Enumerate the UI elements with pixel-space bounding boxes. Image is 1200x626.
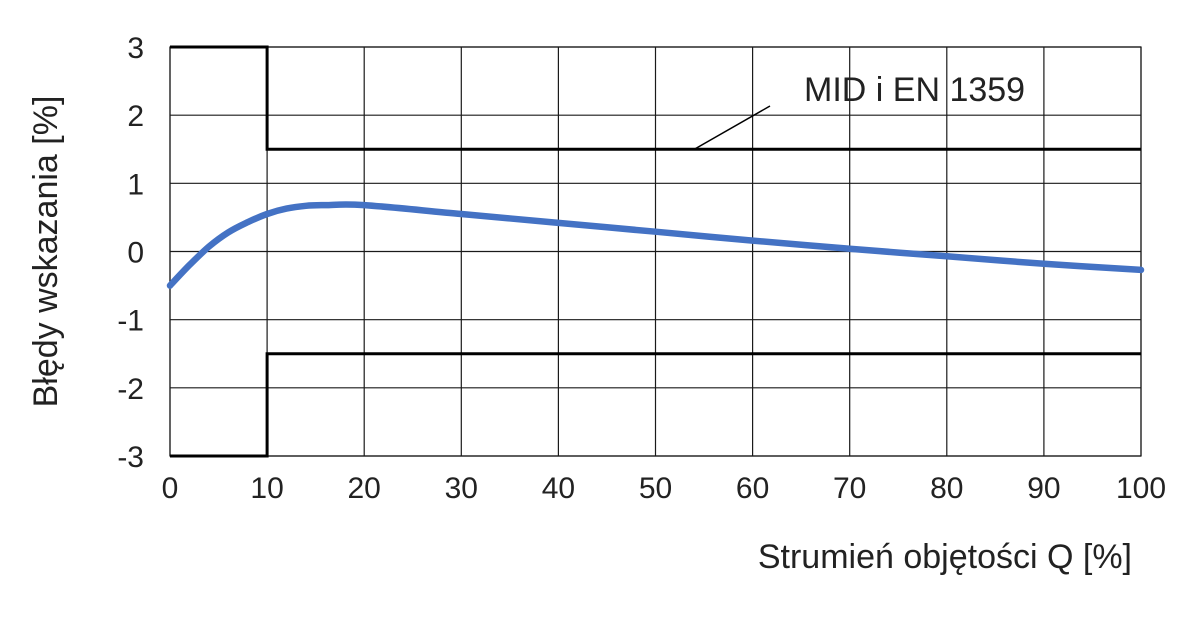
x-tick-label: 60 [736,472,769,505]
upper-error-limit-line [170,45,1141,151]
x-tick-label: 70 [833,472,866,505]
lower-error-limit-line [170,352,1141,458]
x-tick-label: 100 [1116,472,1166,505]
annotation-label: MID i EN 1359 [804,71,1025,109]
y-tick-labels: 3 2 1 0 -1 -2 -3 [117,32,144,474]
annotation-leader-line [693,105,771,150]
x-tick-label: 0 [162,472,179,505]
x-tick-label: 40 [542,472,575,505]
x-tick-label: 90 [1027,472,1060,505]
y-axis-title: Błędy wskazania [%] [27,96,65,408]
x-tick-label: 10 [250,472,283,505]
y-tick-label: -2 [117,373,144,406]
x-tick-label: 80 [930,472,963,505]
y-tick-label: -1 [117,305,144,338]
x-tick-label: 50 [639,472,672,505]
plot-frame [169,46,1142,457]
error-curve-series [166,201,1145,289]
y-tick-label: -3 [117,441,144,474]
x-tick-label: 30 [445,472,478,505]
y-tick-label: 1 [127,168,144,201]
y-tick-label: 2 [127,100,144,133]
x-axis-title: Strumień objętości Q [%] [758,538,1132,576]
x-tick-labels: 0 10 20 30 40 50 60 70 80 90 100 [162,472,1166,505]
y-tick-label: 0 [127,237,144,270]
x-tick-label: 20 [348,472,381,505]
y-tick-label: 3 [127,32,144,65]
